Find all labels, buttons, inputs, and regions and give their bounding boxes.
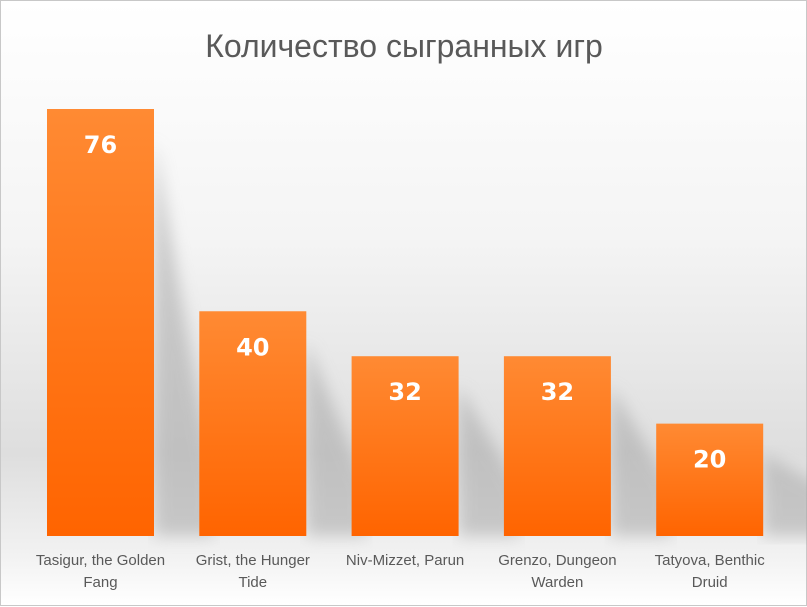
category-label: Fang [83, 574, 117, 591]
category-label: Warden [531, 574, 583, 591]
category-label: Grenzo, Dungeon [498, 552, 616, 569]
category-label: Tide [238, 574, 267, 591]
bar [199, 311, 307, 536]
category-label: Tatyova, Benthic [655, 552, 766, 569]
bar-shadow [763, 453, 807, 536]
data-label: 20 [693, 446, 726, 474]
category-label: Tasigur, the Golden [36, 552, 165, 569]
bar-shadow [306, 341, 367, 536]
data-label: 32 [541, 378, 574, 406]
bar [656, 423, 764, 536]
category-label: Niv-Mizzet, Parun [346, 552, 464, 569]
bar [351, 356, 459, 536]
bar [47, 109, 154, 536]
data-label: 32 [388, 378, 421, 406]
bar [503, 356, 611, 536]
data-label: 40 [236, 333, 269, 361]
chart-title: Количество сыгранных игр [205, 28, 603, 64]
bar-shadow [610, 386, 671, 536]
category-label: Druid [692, 574, 728, 591]
data-label: 76 [84, 131, 117, 159]
category-label: Grist, the Hunger [196, 552, 310, 569]
bar-shadow [458, 386, 519, 536]
bar-shadow [154, 139, 214, 536]
